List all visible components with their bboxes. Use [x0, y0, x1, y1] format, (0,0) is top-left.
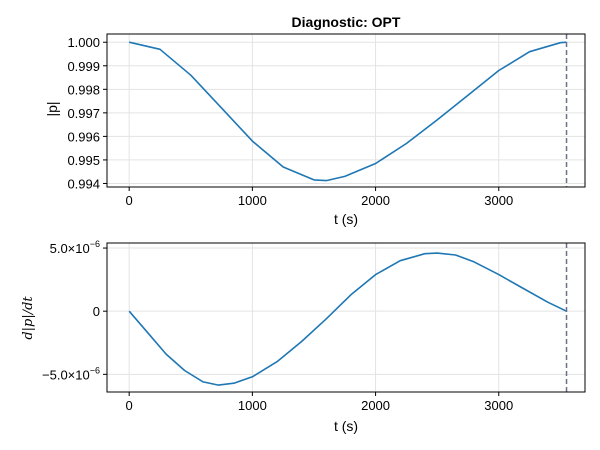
bottom-x-axis-label: t (s): [334, 418, 358, 434]
top-axes-frame: [106, 33, 586, 188]
top-y-axis-label: |p|: [44, 101, 60, 116]
y-tick-label: 0.996: [67, 129, 100, 144]
top-grid: [107, 34, 585, 187]
y-tick-label: 0.995: [67, 153, 100, 168]
x-tick-label: 2000: [361, 398, 390, 413]
bottom-y-axis-label: d|p|/dt: [21, 296, 36, 340]
x-tick-label: 2000: [361, 193, 390, 208]
x-tick-label: 1000: [238, 193, 267, 208]
top-x-ticks: 0 1000 2000 3000: [126, 187, 513, 208]
bottom-grid: [107, 243, 585, 392]
x-tick-label: 0: [126, 193, 133, 208]
top-x-axis-label: t (s): [334, 211, 358, 227]
bottom-plot-area: [128, 243, 568, 392]
y-tick-label: 0.994: [67, 176, 100, 191]
data-line: [129, 41, 567, 182]
bottom-chart-panel: 0 1000 2000 3000 −5.0×10−6 0 5.0×10−6 t (s) d…: [21, 239, 586, 434]
x-tick-label: 3000: [484, 193, 513, 208]
top-plot-area: [129, 34, 568, 187]
y-tick-label: 0.998: [67, 82, 100, 97]
bottom-x-ticks: 0 1000 2000 3000: [126, 392, 513, 413]
top-chart-panel: Diagnostic: OPT 0 1000 2000 3000 0.994 0.995…: [44, 14, 586, 227]
x-tick-label: 3000: [484, 398, 513, 413]
y-tick-label: 1.000: [67, 35, 100, 50]
y-tick-label: −5.0×10−6: [42, 365, 100, 382]
y-tick-label: 0.997: [67, 106, 100, 121]
x-tick-label: 1000: [238, 398, 267, 413]
y-tick-label: 5.0×10−6: [50, 239, 100, 256]
y-tick-label: 0: [93, 304, 100, 319]
chart-title: Diagnostic: OPT: [292, 14, 401, 30]
y-tick-label: 0.999: [67, 59, 100, 74]
x-tick-label: 0: [126, 398, 133, 413]
bottom-y-ticks: −5.0×10−6 0 5.0×10−6: [42, 239, 107, 382]
bottom-axes-frame: [106, 242, 586, 393]
data-line: [128, 252, 567, 386]
top-y-ticks: 0.994 0.995 0.996 0.997 0.998 0.999 1.000: [67, 35, 107, 191]
